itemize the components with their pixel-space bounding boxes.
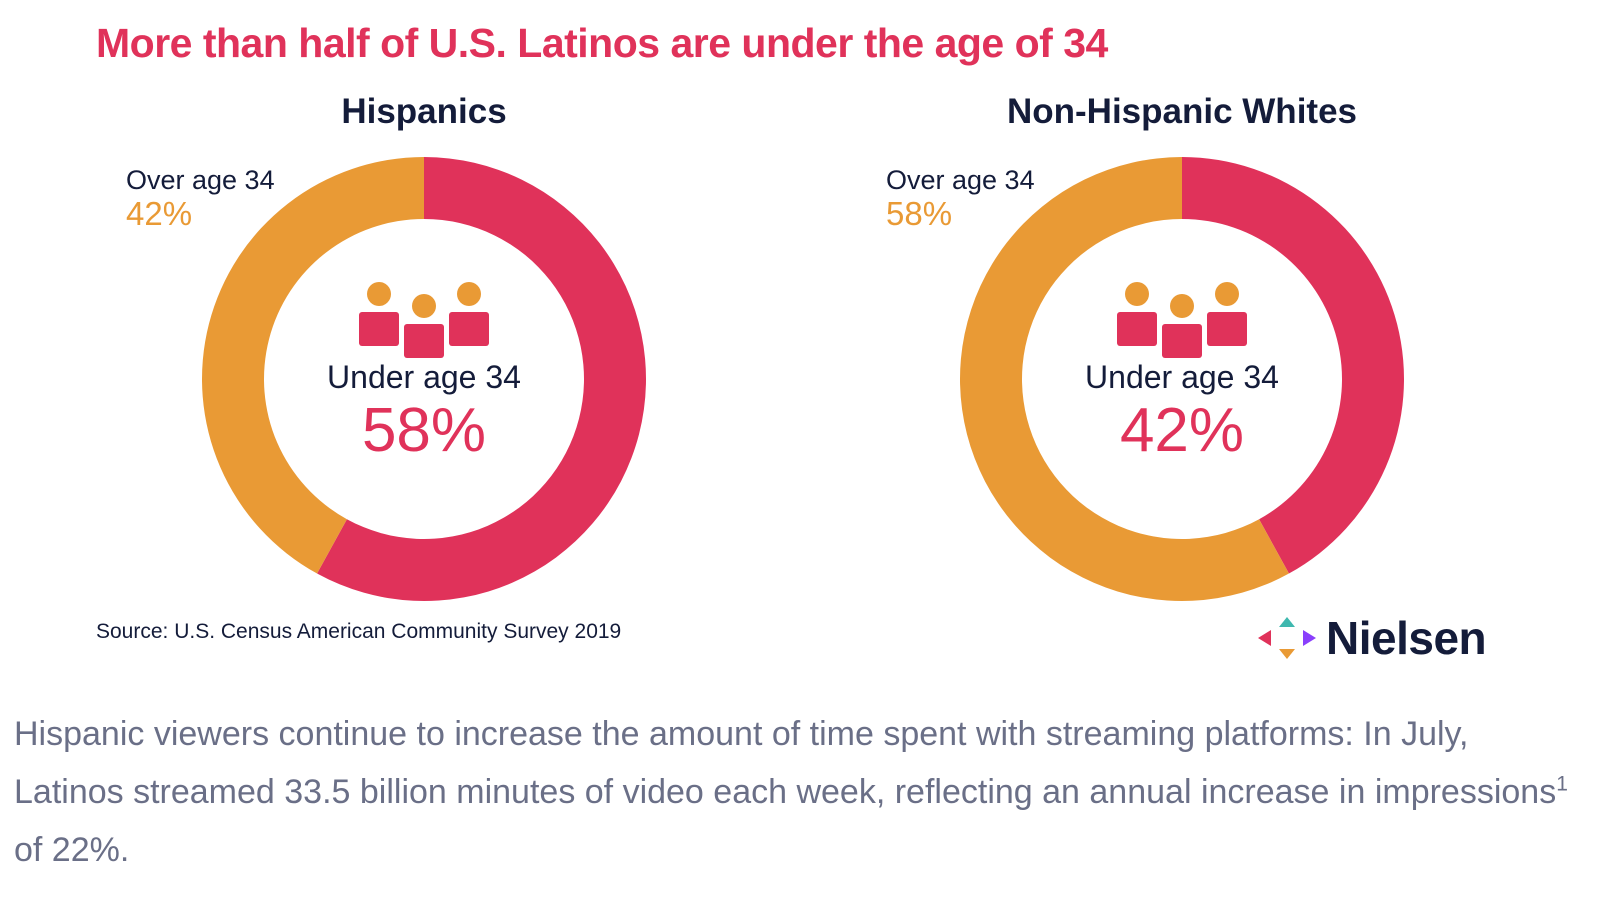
donut-slice-under-age-34 [1182,157,1404,574]
under-age-percent: 42% [1119,396,1245,466]
nielsen-logo-icon [1258,617,1316,659]
article-paragraph: Hispanic viewers continue to increase th… [14,705,1574,879]
caption-text-end: of 22%. [14,831,130,869]
under-age-text: Under age 34 [327,359,521,395]
donut-slice-over-age-34 [202,157,424,574]
under-age-label-non-hispanic-whites: Under age 34 42% [1032,359,1332,466]
under-age-label-hispanics: Under age 34 58% [274,359,574,466]
nielsen-logo: Nielsen [1254,608,1487,668]
people-icon [1117,282,1247,358]
people-icon [359,282,489,358]
caption-text: Hispanic viewers continue to increase th… [14,715,1557,811]
footnote-marker: 1 [1556,772,1568,796]
over-age-text: Over age 34 [886,165,1035,195]
brand-name: Nielsen [1326,612,1487,664]
over-age-label-hispanics: Over age 34 42% [126,165,275,232]
chart-title-non-hispanic-whites: Non-Hispanic Whites [1006,92,1358,131]
over-age-label-non-hispanic-whites: Over age 34 58% [886,165,1035,232]
infographic: More than half of U.S. Latinos are under… [96,20,1487,668]
over-age-text: Over age 34 [126,165,275,195]
donut-slice-over-age-34 [960,157,1289,601]
source-note: Source: U.S. Census American Community S… [96,620,622,643]
over-age-percent: 58% [886,194,953,232]
over-age-percent: 42% [126,194,193,232]
chart-title-hispanics: Hispanics [341,92,507,131]
under-age-percent: 58% [361,396,487,466]
donut-chart-non-hispanic-whites [960,157,1404,601]
headline: More than half of U.S. Latinos are under… [96,20,1108,66]
donut-chart-hispanics [202,157,646,601]
under-age-text: Under age 34 [1085,359,1279,395]
donut-slice-under-age-34 [317,157,646,601]
